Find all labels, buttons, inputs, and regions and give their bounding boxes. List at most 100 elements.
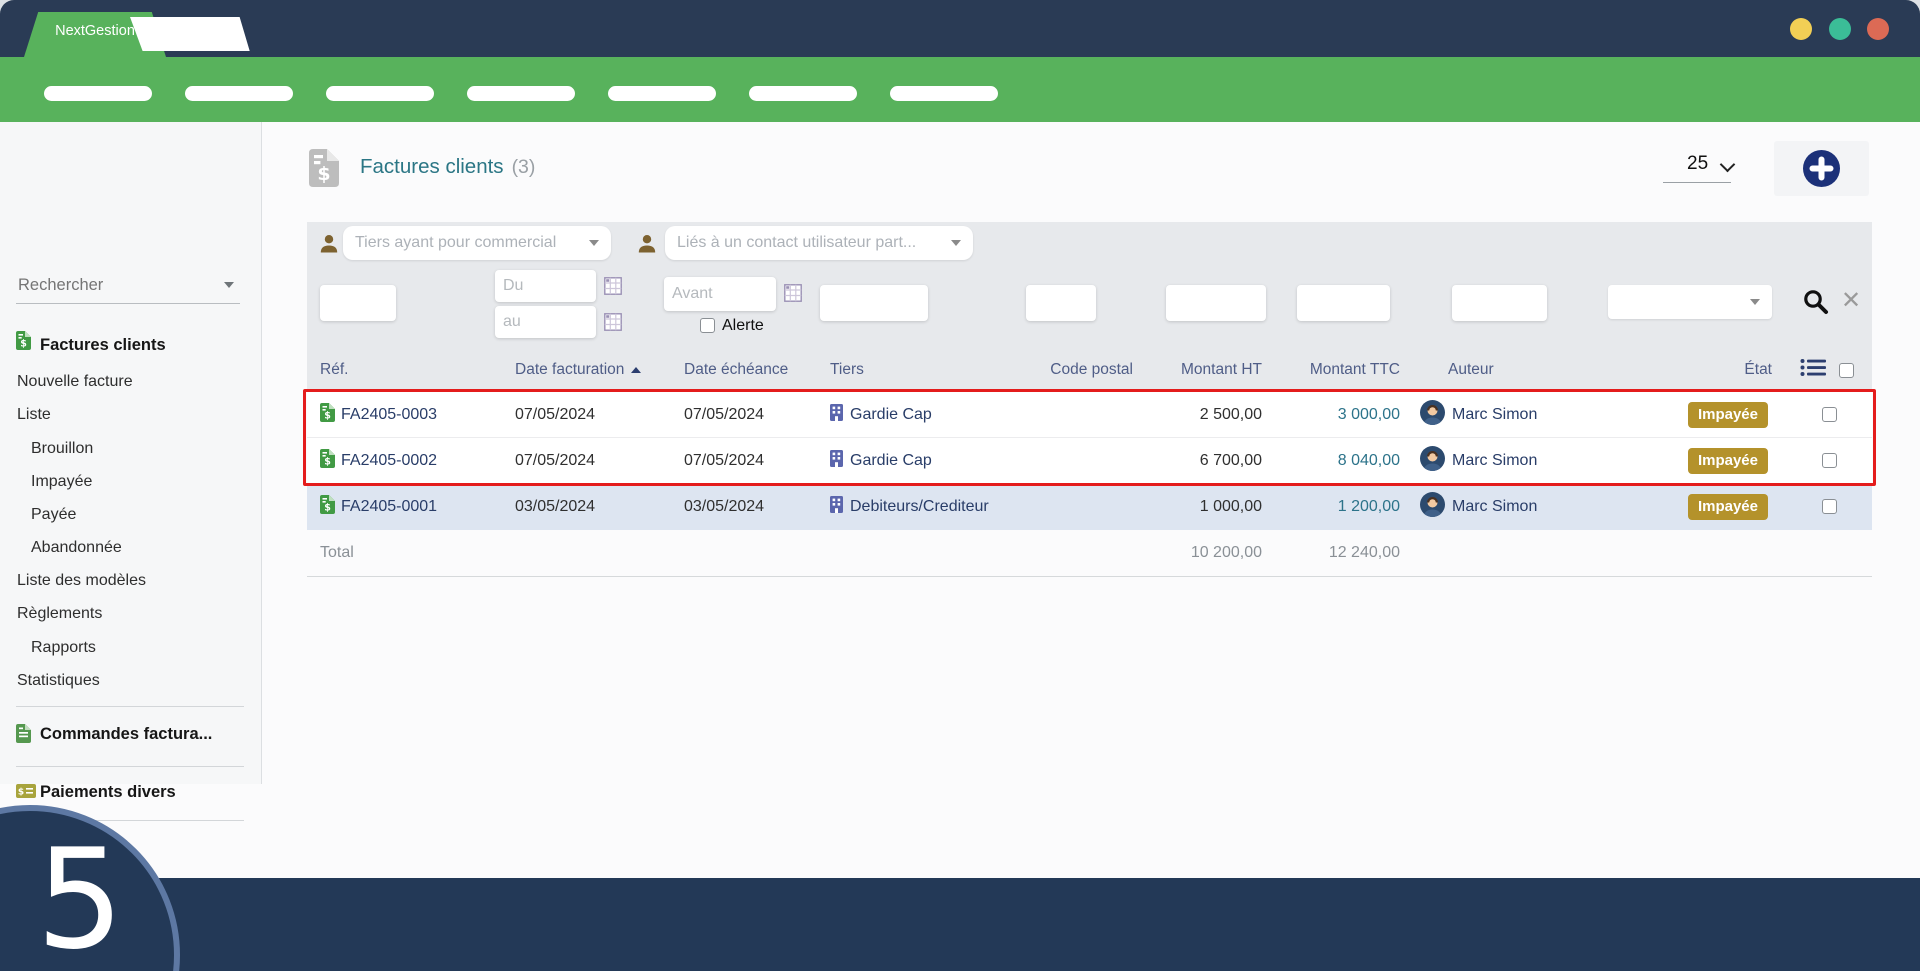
table-row-selected[interactable]: $ FA2405-0001 03/05/2024 03/05/2024 Debit… [307, 484, 1872, 530]
sidebar-item-statistiques[interactable]: Statistiques [17, 672, 100, 689]
sidebar-item-payee[interactable]: Payée [31, 506, 77, 523]
cell-zip [1010, 484, 1133, 529]
chevron-down-icon[interactable] [224, 282, 234, 288]
list-fields-icon[interactable] [1800, 358, 1826, 382]
search-underline [16, 303, 240, 304]
row-checkbox[interactable] [1822, 407, 1837, 422]
page-size-select[interactable]: 25 [1687, 153, 1709, 174]
row-checkbox[interactable] [1822, 453, 1837, 468]
row-checkbox[interactable] [1822, 499, 1837, 514]
column-header-thirdparty[interactable]: Tiers [830, 361, 864, 378]
invoice-ref-link[interactable]: FA2405-0003 [341, 405, 438, 423]
chevron-down-icon [1750, 299, 1760, 305]
sidebar-item-rapports[interactable]: Rapports [31, 639, 96, 656]
svg-text:$: $ [324, 410, 331, 421]
column-header-amount-ttc[interactable]: Montant TTC [1309, 361, 1400, 378]
secondary-tab[interactable] [130, 17, 250, 51]
invoice-dollar-icon: $ [320, 494, 335, 519]
cell-amount-ht: 1 000,00 [1199, 497, 1262, 515]
svg-text:$: $ [18, 788, 24, 798]
cell-amount-ttc: 3 000,00 [1337, 405, 1400, 423]
filter-ref-input[interactable] [320, 285, 396, 321]
cell-date-due: 07/05/2024 [684, 451, 765, 469]
status-badge: Impayée [1687, 447, 1768, 474]
building-icon [830, 449, 843, 472]
table-header: Réf. Date facturation Date échéance Tier… [307, 348, 1872, 392]
menu-item-pill[interactable] [608, 86, 716, 101]
column-header-amount-ht[interactable]: Montant HT [1181, 361, 1262, 378]
invoice-dollar-icon: $ [16, 331, 31, 355]
step-number: 5 [36, 819, 124, 971]
sidebar-item-factures-clients[interactable]: Factures clients [40, 336, 166, 354]
result-count: (3) [511, 156, 536, 178]
column-header-date-due[interactable]: Date échéance [684, 361, 789, 378]
status-badge: Impayée [1687, 401, 1768, 428]
total-amount-ht: 10 200,00 [1190, 544, 1262, 561]
author-link[interactable]: Marc Simon [1452, 497, 1538, 515]
table-row[interactable]: $ FA2405-0002 07/05/2024 07/05/2024 Gardi… [307, 438, 1872, 484]
author-link[interactable]: Marc Simon [1452, 405, 1538, 423]
clear-filters-icon[interactable]: ✕ [1841, 287, 1862, 314]
sidebar-item-brouillon[interactable]: Brouillon [31, 440, 94, 457]
filter-amount-ttc-input[interactable] [1297, 285, 1390, 321]
alert-checkbox[interactable] [700, 318, 715, 333]
column-header-status[interactable]: État [1744, 361, 1772, 378]
menu-item-pill[interactable] [890, 86, 998, 101]
select-all-checkbox[interactable] [1839, 362, 1854, 378]
column-header-author[interactable]: Auteur [1448, 361, 1494, 378]
calendar-icon[interactable] [784, 284, 802, 307]
building-icon [830, 495, 843, 518]
window-dot-red[interactable] [1867, 18, 1889, 40]
search-submit-icon[interactable] [1802, 288, 1829, 320]
menu-item-pill[interactable] [467, 86, 575, 101]
avatar [1420, 399, 1445, 430]
filter-author-input[interactable] [1452, 285, 1547, 321]
thirdparty-link[interactable]: Gardie Cap [850, 451, 932, 469]
invoice-ref-link[interactable]: FA2405-0001 [341, 497, 438, 515]
sidebar-item-liste[interactable]: Liste [17, 406, 51, 423]
cell-date-due: 03/05/2024 [684, 497, 765, 515]
menu-item-pill[interactable] [749, 86, 857, 101]
sidebar-item-liste-des-modeles[interactable]: Liste des modèles [17, 572, 146, 589]
filter-thirdparty-input[interactable] [820, 285, 928, 321]
filter-zip-input[interactable] [1026, 285, 1096, 321]
filter-commercial-select[interactable]: Tiers ayant pour commercial [343, 226, 611, 260]
menu-item-pill[interactable] [185, 86, 293, 101]
invoice-ref-link[interactable]: FA2405-0002 [341, 451, 438, 469]
add-invoice-button[interactable] [1774, 141, 1869, 196]
filter-contact-select[interactable]: Liés à un contact utilisateur part... [665, 226, 973, 260]
sidebar-item-paiements-divers[interactable]: Paiements divers [40, 783, 176, 801]
cell-amount-ht: 6 700,00 [1199, 451, 1262, 469]
filter-amount-ht-input[interactable] [1166, 285, 1266, 321]
avatar [1420, 445, 1445, 476]
sidebar-item-impayee[interactable]: Impayée [31, 473, 93, 490]
sidebar-item-commandes-facturables[interactable]: Commandes factura... [40, 725, 213, 743]
sidebar-item-nouvelle-facture[interactable]: Nouvelle facture [17, 373, 133, 390]
search-input[interactable] [16, 269, 220, 301]
filter-date-to-input[interactable] [495, 306, 596, 338]
cell-date-invoice: 03/05/2024 [515, 497, 596, 515]
filter-contact-placeholder: Liés à un contact utilisateur part... [677, 234, 917, 251]
column-header-zip[interactable]: Code postal [1050, 361, 1133, 378]
calendar-icon[interactable] [604, 277, 622, 300]
thirdparty-link[interactable]: Debiteurs/Crediteur [850, 497, 989, 515]
filter-date-from-input[interactable] [495, 270, 596, 302]
column-header-ref[interactable]: Réf. [320, 361, 349, 378]
menu-item-pill[interactable] [326, 86, 434, 101]
sidebar-item-abandonnee[interactable]: Abandonnée [31, 539, 122, 556]
filter-status-select[interactable] [1608, 285, 1772, 319]
menu-item-pill[interactable] [44, 86, 152, 101]
page-title: Factures clients (3) [360, 155, 536, 178]
thirdparty-link[interactable]: Gardie Cap [850, 405, 932, 423]
window-dot-yellow[interactable] [1790, 18, 1812, 40]
calendar-icon[interactable] [604, 313, 622, 336]
column-header-date-invoice[interactable]: Date facturation [490, 348, 668, 392]
filter-due-before-input[interactable] [664, 277, 776, 311]
table-row[interactable]: $ FA2405-0003 07/05/2024 07/05/2024 Gardi… [307, 392, 1872, 438]
order-invoice-icon [16, 724, 31, 748]
window-dot-green[interactable] [1829, 18, 1851, 40]
user-icon [319, 233, 339, 258]
sidebar-item-reglements[interactable]: Règlements [17, 605, 103, 622]
author-link[interactable]: Marc Simon [1452, 451, 1538, 469]
brand-name: NextGestion [55, 23, 135, 39]
